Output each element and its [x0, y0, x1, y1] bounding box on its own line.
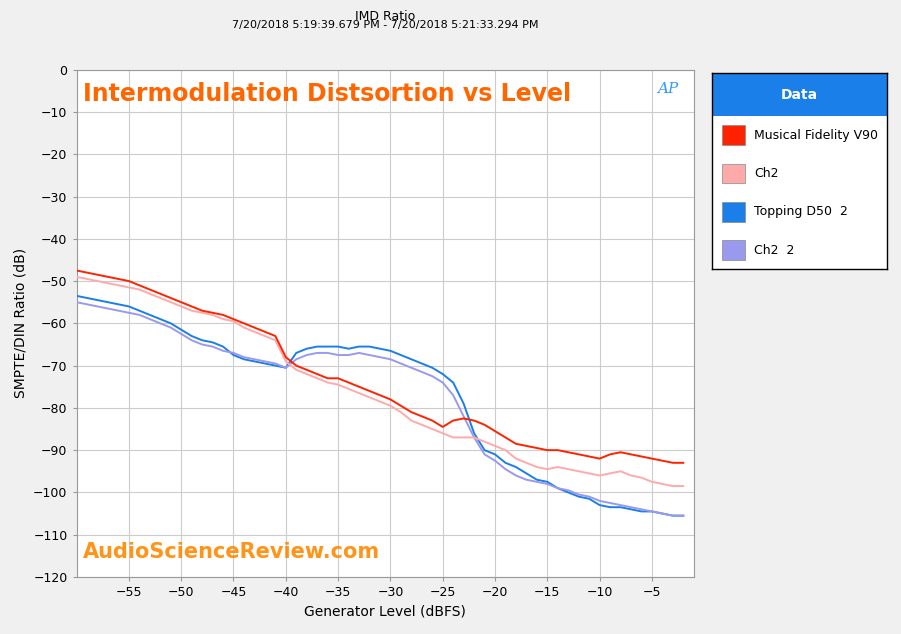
Text: AudioScienceReview.com: AudioScienceReview.com [83, 541, 380, 562]
Text: Ch2: Ch2 [754, 167, 778, 180]
Text: Data: Data [781, 87, 818, 101]
Bar [723, 164, 745, 183]
Text: IMD Ratio: IMD Ratio [355, 10, 415, 23]
X-axis label: Generator Level (dBFS): Generator Level (dBFS) [305, 605, 466, 619]
Y-axis label: SMPTE/DIN Ratio (dB): SMPTE/DIN Ratio (dB) [14, 249, 28, 398]
Text: 7/20/2018 5:19:39.679 PM - 7/20/2018 5:21:33.294 PM: 7/20/2018 5:19:39.679 PM - 7/20/2018 5:2… [232, 20, 539, 30]
Bar [723, 126, 745, 145]
Text: Musical Fidelity V90: Musical Fidelity V90 [754, 129, 878, 142]
Text: Intermodulation Distsortion vs Level: Intermodulation Distsortion vs Level [83, 82, 571, 107]
Text: AP: AP [657, 82, 678, 96]
Bar [712, 73, 887, 116]
Bar [723, 240, 745, 260]
Text: Topping D50  2: Topping D50 2 [754, 205, 848, 219]
Text: Ch2  2: Ch2 2 [754, 244, 795, 257]
Bar [723, 202, 745, 222]
